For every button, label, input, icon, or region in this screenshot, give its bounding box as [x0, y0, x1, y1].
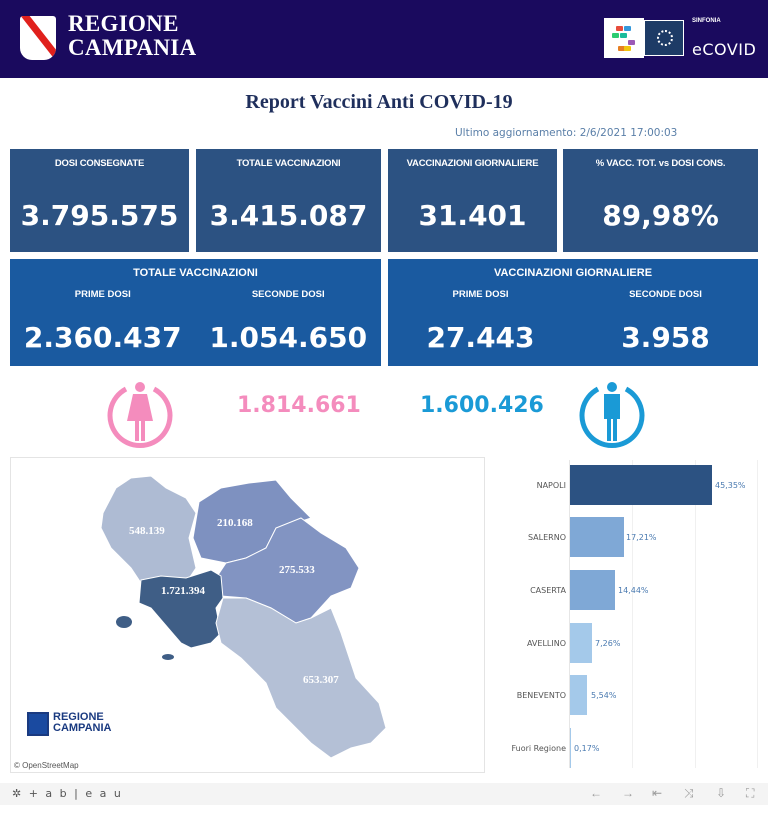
- prime-dosi-value: 27.443: [426, 321, 535, 354]
- female-icon: [107, 382, 173, 448]
- panel-heading: TOTALE VACCINAZIONI: [133, 267, 258, 279]
- island-capri: [162, 654, 174, 660]
- bar-value: 14,44%: [618, 586, 649, 595]
- regione-shield-icon: [27, 712, 49, 736]
- bar-value: 17,21%: [626, 533, 657, 542]
- bar-row-avellino[interactable]: AVELLINO 7,26%: [495, 623, 768, 663]
- osm-attribution[interactable]: © OpenStreetMap: [14, 761, 79, 770]
- map-logo-line1: REGIONE: [53, 711, 104, 723]
- kpi-totale-vaccinazioni[interactable]: TOTALE VACCINAZIONI 3.415.087: [196, 149, 381, 252]
- bar[interactable]: [570, 570, 615, 610]
- province-napoli[interactable]: [138, 569, 224, 649]
- logo-line2: CAMPANIA: [68, 35, 197, 60]
- kpi-label: TOTALE VACCINAZIONI: [236, 158, 341, 169]
- prime-dosi-label: PRIME DOSI: [74, 289, 131, 300]
- download-icon[interactable]: ⇩: [716, 786, 727, 800]
- bar-row-caserta[interactable]: CASERTA 14,44%: [495, 570, 768, 610]
- island-ischia: [116, 616, 132, 628]
- seconde-dosi-label: SECONDE DOSI: [251, 289, 325, 300]
- bar[interactable]: [570, 517, 624, 557]
- sinfonia-label: SINFONIA: [692, 18, 721, 24]
- province-salerno[interactable]: [215, 597, 387, 759]
- tableau-logo[interactable]: ✲ + a b | e a u: [12, 787, 123, 800]
- map-label-benevento: 210.168: [217, 517, 253, 529]
- bar-label: NAPOLI: [536, 481, 566, 490]
- kpi-label: VACCINAZIONI GIORNALIERE: [406, 158, 539, 169]
- bar-label: Fuori Regione: [511, 744, 567, 753]
- map-logo-line2: CAMPANIA: [53, 722, 112, 734]
- chart-axis: [569, 460, 570, 768]
- province-bar-chart: NAPOLI 45,35% SALERNO 17,21% CASERTA 14,…: [495, 457, 768, 773]
- campania-map[interactable]: 548.139 210.168 275.533 1.721.394 653.30…: [10, 457, 485, 773]
- fullscreen-icon[interactable]: ⛶: [746, 786, 755, 800]
- bar-row-fuori-regione[interactable]: Fuori Regione 0,17%: [495, 728, 768, 768]
- regione-campania-shield-icon: [20, 16, 56, 60]
- bar[interactable]: [570, 675, 587, 715]
- bar-value: 45,35%: [715, 481, 746, 490]
- tableau-toolbar: ✲ + a b | e a u ← → ⇤ ⤨ ⇩ ⛶: [0, 783, 768, 805]
- kpi-label: DOSI CONSEGNATE: [54, 158, 145, 169]
- prime-dosi-label: PRIME DOSI: [452, 289, 509, 300]
- sinfonia-s-icon: [604, 18, 644, 58]
- bar-value: 5,54%: [591, 691, 617, 700]
- prime-dosi-value: 2.360.437: [23, 321, 182, 354]
- bar-row-salerno[interactable]: SALERNO 17,21%: [495, 517, 768, 557]
- report-title: Report Vaccini Anti COVID-19: [245, 91, 513, 113]
- seconde-dosi-value: 3.958: [621, 321, 710, 354]
- bar-label: BENEVENTO: [516, 691, 566, 700]
- bar-label: CASERTA: [530, 586, 566, 595]
- map-label-napoli: 1.721.394: [161, 585, 205, 597]
- last-update-text: Ultimo aggiornamento: 2/6/2021 17:00:03: [455, 127, 678, 139]
- redo-icon[interactable]: →: [622, 786, 634, 800]
- bar-row-benevento[interactable]: BENEVENTO 5,54%: [495, 675, 768, 715]
- kpi-value: 89,98%: [602, 199, 719, 232]
- kpi-value: 3.795.575: [20, 199, 179, 232]
- panel-heading: VACCINAZIONI GIORNALIERE: [493, 267, 653, 279]
- male-icon: [579, 382, 645, 448]
- tableau-sparkle-icon: ✲: [12, 787, 24, 800]
- virus-icon: [644, 20, 684, 56]
- seconde-dosi-label: SECONDE DOSI: [629, 289, 702, 300]
- female-count: 1.814.661: [237, 393, 361, 418]
- kpi-vaccinazioni-giornaliere[interactable]: VACCINAZIONI GIORNALIERE 31.401: [388, 149, 557, 252]
- kpi-percent-vacc-vs-dosi[interactable]: % VACC. TOT. vs DOSI CONS. 89,98%: [563, 149, 758, 252]
- seconde-dosi-value: 1.054.650: [209, 321, 368, 354]
- map-label-salerno: 653.307: [303, 674, 339, 686]
- province-map-shapes: [100, 475, 387, 759]
- kpi-value: 3.415.087: [209, 199, 368, 232]
- bar[interactable]: [570, 465, 712, 505]
- header-bar: REGIONE CAMPANIA SINFONIA eCOVID: [0, 0, 768, 78]
- share-icon[interactable]: ⤨: [684, 786, 694, 800]
- bar-value: 0,17%: [574, 744, 600, 753]
- bar-row-napoli[interactable]: NAPOLI 45,35%: [495, 465, 768, 505]
- revert-icon[interactable]: ⇤: [652, 786, 663, 800]
- map-label-caserta: 548.139: [129, 525, 165, 537]
- bar[interactable]: [570, 623, 592, 663]
- bar-label: AVELLINO: [526, 639, 566, 648]
- bar-value: 7,26%: [595, 639, 621, 648]
- bar[interactable]: [570, 728, 571, 768]
- kpi-dosi-consegnate[interactable]: DOSI CONSEGNATE 3.795.575: [10, 149, 189, 252]
- kpi-value: 31.401: [418, 199, 527, 232]
- tableau-brand-text: + a b | e a u: [28, 787, 123, 800]
- logo-line1: REGIONE: [68, 11, 179, 36]
- totale-vaccinazioni-panel[interactable]: TOTALE VACCINAZIONI PRIME DOSI SECONDE D…: [10, 259, 381, 366]
- gridline: [632, 460, 633, 768]
- gridline: [757, 460, 758, 768]
- gridline: [695, 460, 696, 768]
- ecovid-label: eCOVID: [692, 40, 757, 59]
- vaccinazioni-giornaliere-panel[interactable]: VACCINAZIONI GIORNALIERE PRIME DOSI SECO…: [388, 259, 758, 366]
- kpi-label: % VACC. TOT. vs DOSI CONS.: [595, 158, 726, 169]
- bar-label: SALERNO: [527, 533, 566, 542]
- map-label-avellino: 275.533: [279, 564, 315, 576]
- regione-campania-logo-text: REGIONE CAMPANIA: [68, 12, 196, 60]
- province-caserta[interactable]: [100, 475, 197, 584]
- male-count: 1.600.426: [420, 393, 544, 418]
- undo-icon[interactable]: ←: [590, 786, 602, 800]
